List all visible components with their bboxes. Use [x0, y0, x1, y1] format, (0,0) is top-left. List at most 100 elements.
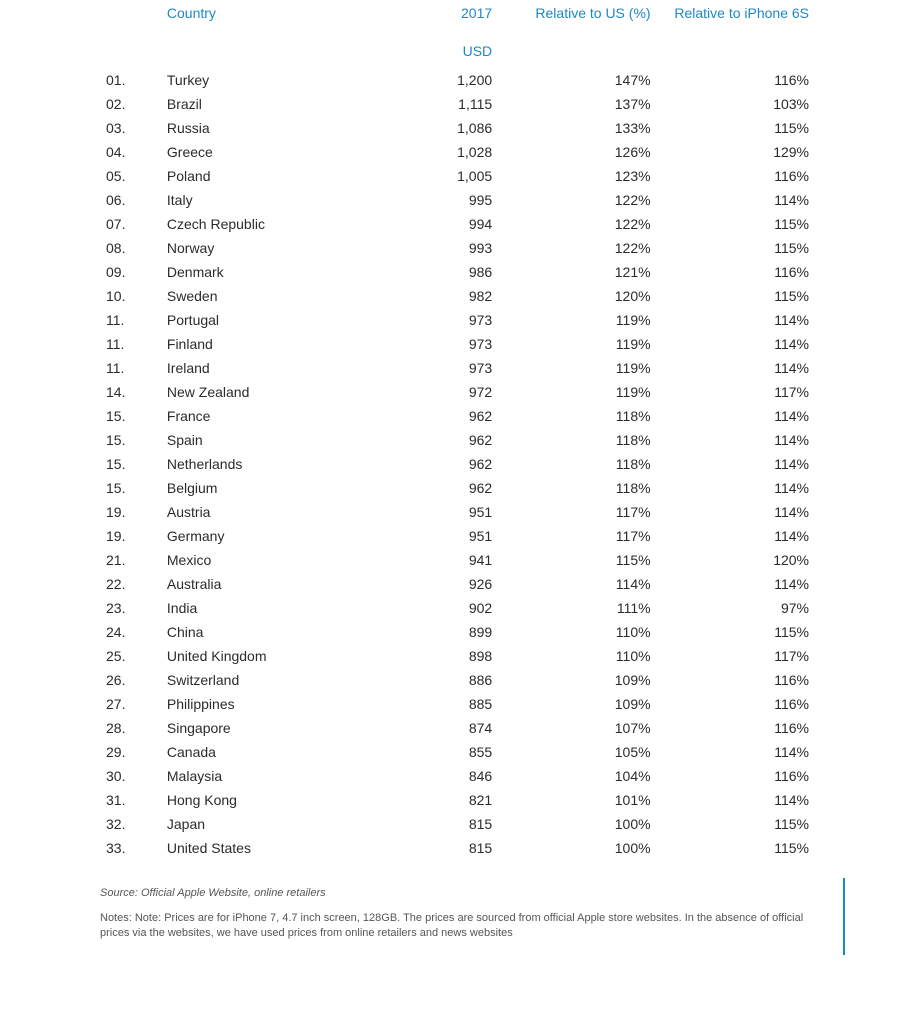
rel-us-cell: 119%	[498, 356, 656, 380]
rel-6s-cell: 115%	[657, 284, 815, 308]
country-cell: Denmark	[161, 260, 369, 284]
rank-cell: 05.	[100, 164, 161, 188]
table-row: 15.France962118%114%	[100, 404, 815, 428]
price-table-container: Country 2017 Relative to US (%) Relative…	[0, 0, 905, 860]
rank-cell: 01.	[100, 68, 161, 92]
rank-cell: 31.	[100, 788, 161, 812]
rank-cell: 02.	[100, 92, 161, 116]
rel-us-cell: 111%	[498, 596, 656, 620]
rank-cell: 29.	[100, 740, 161, 764]
rank-cell: 03.	[100, 116, 161, 140]
country-cell: Finland	[161, 332, 369, 356]
table-header-row: Country 2017 Relative to US (%) Relative…	[100, 0, 815, 28]
table-row: 01.Turkey1,200147%116%	[100, 68, 815, 92]
country-cell: Brazil	[161, 92, 369, 116]
rel-us-cell: 119%	[498, 332, 656, 356]
rel-6s-cell: 114%	[657, 308, 815, 332]
rel-us-cell: 121%	[498, 260, 656, 284]
rel-us-cell: 105%	[498, 740, 656, 764]
usd-cell: 886	[369, 668, 498, 692]
country-cell: Sweden	[161, 284, 369, 308]
rel-us-cell: 118%	[498, 476, 656, 500]
table-row: 19.Germany951117%114%	[100, 524, 815, 548]
table-subheader-row: USD	[100, 28, 815, 68]
rank-cell: 23.	[100, 596, 161, 620]
rel-6s-cell: 114%	[657, 788, 815, 812]
usd-cell: 962	[369, 428, 498, 452]
usd-cell: 982	[369, 284, 498, 308]
rel-us-cell: 120%	[498, 284, 656, 308]
usd-cell: 962	[369, 452, 498, 476]
rank-cell: 26.	[100, 668, 161, 692]
country-cell: Germany	[161, 524, 369, 548]
country-cell: New Zealand	[161, 380, 369, 404]
usd-cell: 821	[369, 788, 498, 812]
rel-us-cell: 114%	[498, 572, 656, 596]
country-cell: United States	[161, 836, 369, 860]
country-cell: Switzerland	[161, 668, 369, 692]
table-row: 05.Poland1,005123%116%	[100, 164, 815, 188]
usd-cell: 941	[369, 548, 498, 572]
usd-cell: 973	[369, 332, 498, 356]
source-line: Source: Official Apple Website, online r…	[100, 886, 813, 901]
rel-6s-cell: 114%	[657, 572, 815, 596]
table-row: 03.Russia1,086133%115%	[100, 116, 815, 140]
rel-6s-cell: 114%	[657, 452, 815, 476]
rel-us-cell: 123%	[498, 164, 656, 188]
rel-6s-cell: 116%	[657, 68, 815, 92]
country-cell: Philippines	[161, 692, 369, 716]
table-row: 07.Czech Republic994122%115%	[100, 212, 815, 236]
table-row: 14.New Zealand972119%117%	[100, 380, 815, 404]
col-usd-subheader: USD	[369, 28, 498, 68]
usd-cell: 874	[369, 716, 498, 740]
rel-us-cell: 118%	[498, 452, 656, 476]
table-row: 30.Malaysia846104%116%	[100, 764, 815, 788]
rel-us-cell: 122%	[498, 212, 656, 236]
table-row: 10.Sweden982120%115%	[100, 284, 815, 308]
rel-us-cell: 110%	[498, 620, 656, 644]
rel-6s-cell: 114%	[657, 740, 815, 764]
rel-us-cell: 118%	[498, 404, 656, 428]
country-cell: United Kingdom	[161, 644, 369, 668]
usd-cell: 1,115	[369, 92, 498, 116]
rank-cell: 11.	[100, 308, 161, 332]
table-row: 33.United States815100%115%	[100, 836, 815, 860]
table-row: 02.Brazil1,115137%103%	[100, 92, 815, 116]
rank-cell: 14.	[100, 380, 161, 404]
table-row: 24.China899110%115%	[100, 620, 815, 644]
rel-6s-cell: 97%	[657, 596, 815, 620]
col-rel-us-header: Relative to US (%)	[498, 0, 656, 28]
usd-cell: 951	[369, 500, 498, 524]
rel-us-cell: 117%	[498, 500, 656, 524]
country-cell: Canada	[161, 740, 369, 764]
rank-cell: 28.	[100, 716, 161, 740]
rel-us-cell: 126%	[498, 140, 656, 164]
usd-cell: 1,200	[369, 68, 498, 92]
rel-us-cell: 147%	[498, 68, 656, 92]
table-row: 11.Portugal973119%114%	[100, 308, 815, 332]
col-country-header: Country	[161, 0, 369, 28]
country-cell: Malaysia	[161, 764, 369, 788]
usd-cell: 972	[369, 380, 498, 404]
rel-6s-cell: 116%	[657, 260, 815, 284]
country-cell: Russia	[161, 116, 369, 140]
country-cell: Netherlands	[161, 452, 369, 476]
usd-cell: 885	[369, 692, 498, 716]
rel-6s-cell: 114%	[657, 476, 815, 500]
rel-6s-cell: 114%	[657, 500, 815, 524]
usd-cell: 846	[369, 764, 498, 788]
table-row: 15.Spain962118%114%	[100, 428, 815, 452]
country-cell: Singapore	[161, 716, 369, 740]
usd-cell: 993	[369, 236, 498, 260]
usd-cell: 962	[369, 476, 498, 500]
country-cell: Norway	[161, 236, 369, 260]
rank-cell: 22.	[100, 572, 161, 596]
rank-cell: 06.	[100, 188, 161, 212]
rank-cell: 09.	[100, 260, 161, 284]
notes-line: Notes: Note: Prices are for iPhone 7, 4.…	[100, 911, 813, 941]
country-cell: Hong Kong	[161, 788, 369, 812]
rank-cell: 19.	[100, 524, 161, 548]
country-cell: Mexico	[161, 548, 369, 572]
rank-cell: 10.	[100, 284, 161, 308]
table-row: 08.Norway993122%115%	[100, 236, 815, 260]
